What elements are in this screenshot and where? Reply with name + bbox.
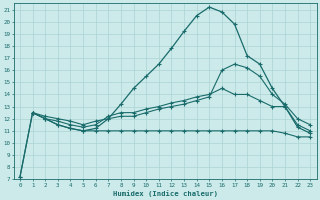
- X-axis label: Humidex (Indice chaleur): Humidex (Indice chaleur): [113, 190, 218, 197]
